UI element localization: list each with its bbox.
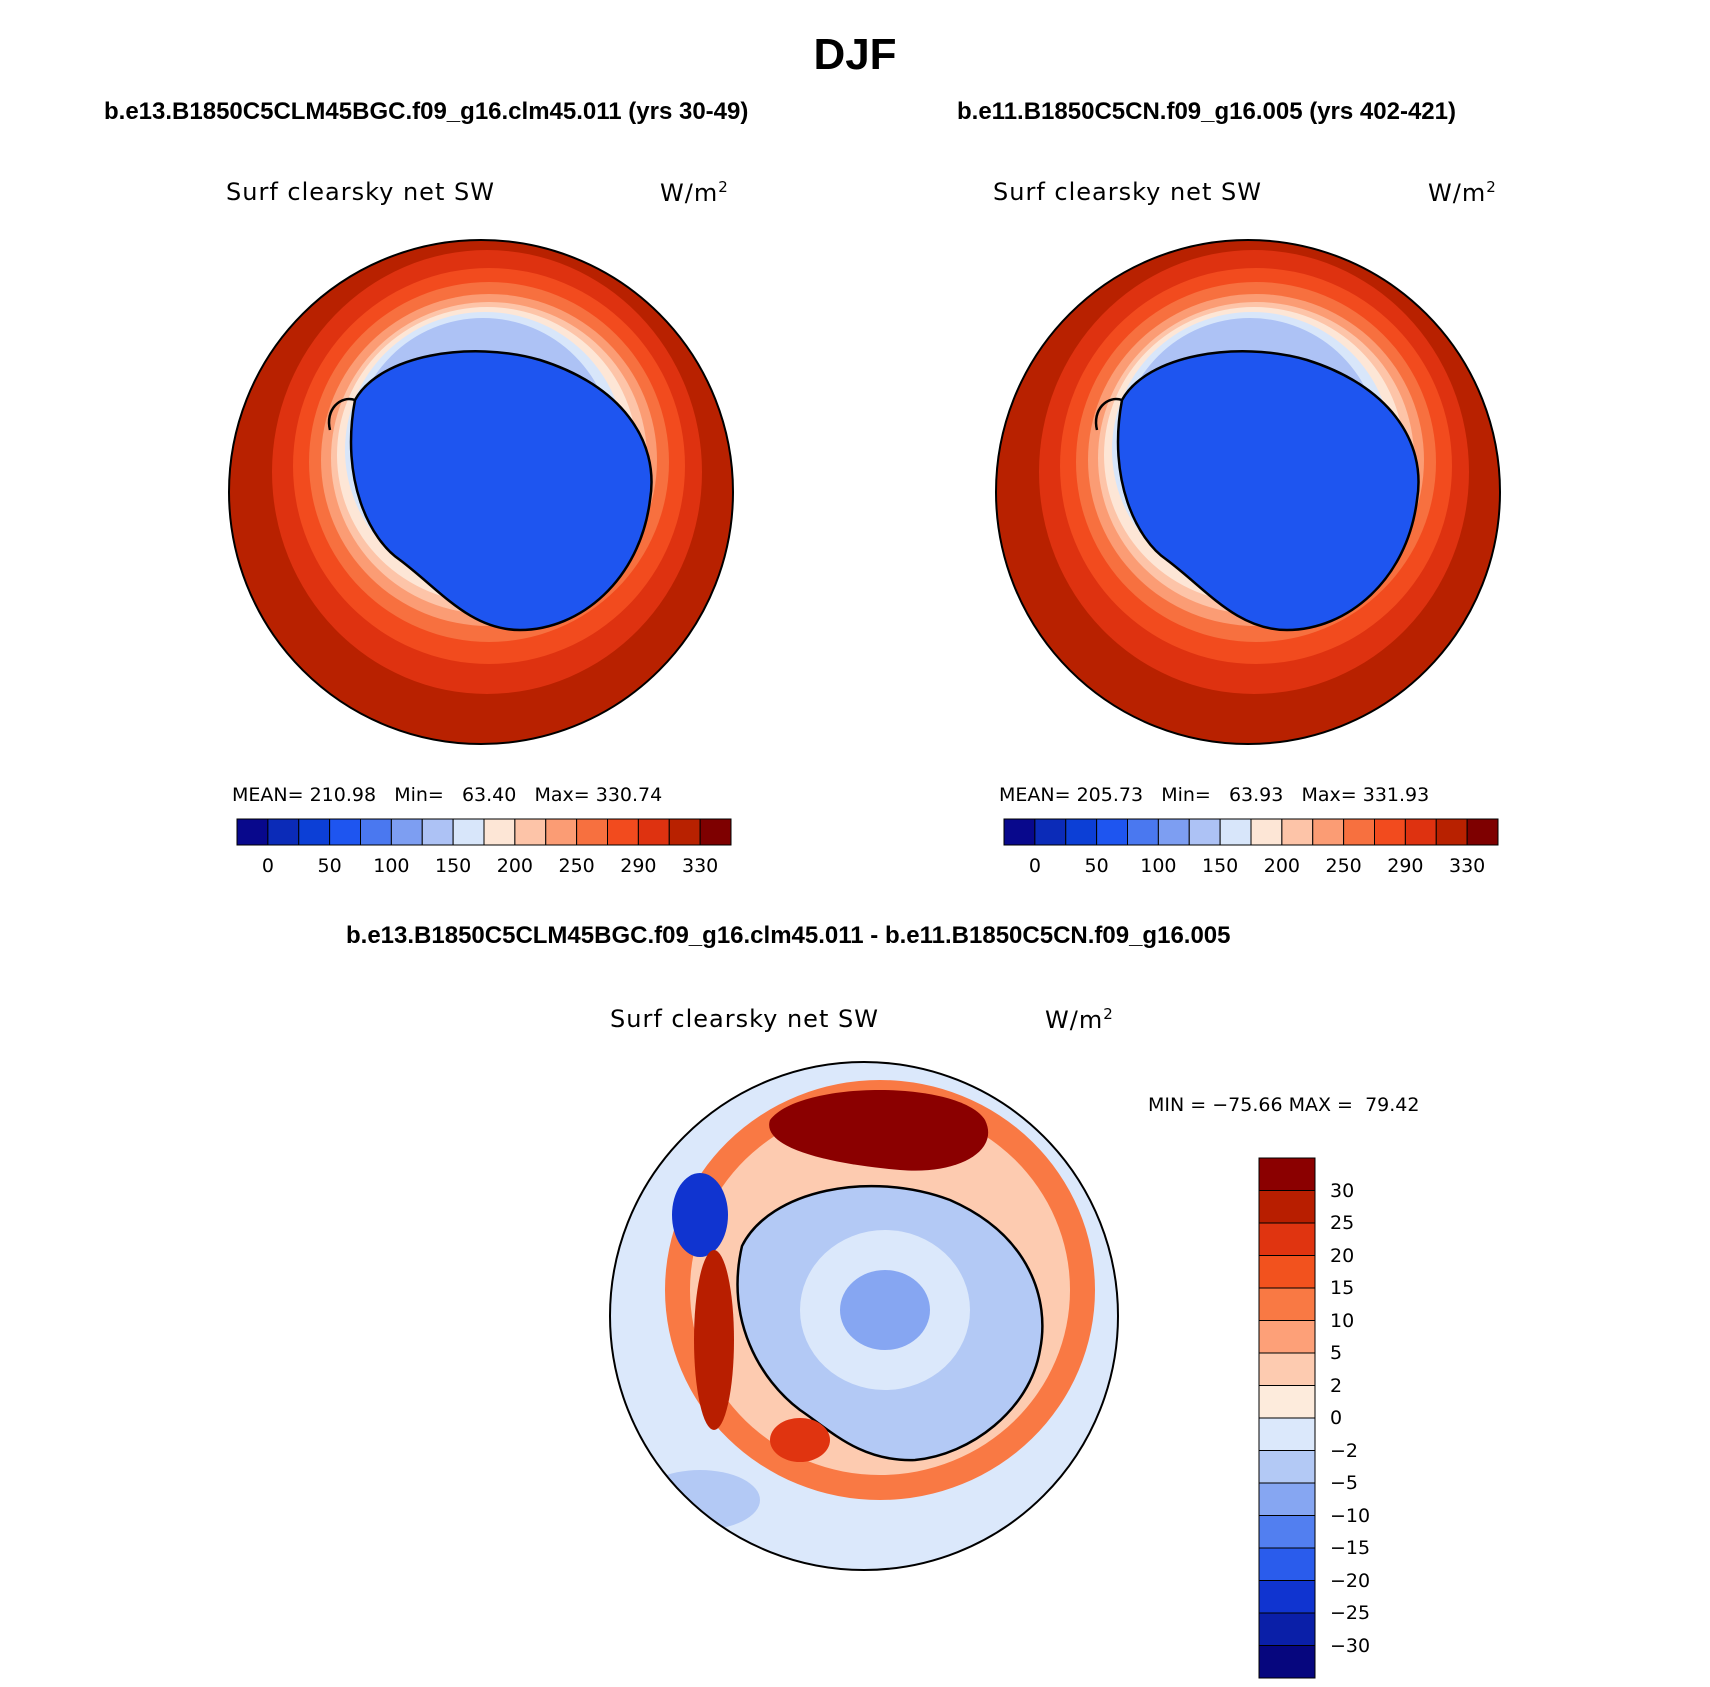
colorbar-tick-label: −30 [1330, 1634, 1371, 1657]
figure-title: DJF [813, 30, 897, 79]
case1-title: b.e13.B1850C5CLM45BGC.f09_g16.clm45.011 … [104, 98, 749, 125]
colorbar-tick-label: 0 [1028, 855, 1041, 877]
colorbar-swatch [1127, 818, 1159, 846]
colorbar-swatch [1374, 818, 1406, 846]
colorbar-tick-label: −20 [1330, 1569, 1371, 1592]
variable-label: Surf clearsky net SW [993, 178, 1262, 206]
colorbar-tick-label: 330 [1448, 855, 1486, 877]
colorbar-swatch [1258, 1482, 1316, 1516]
colorbar-tick-label: 200 [1263, 855, 1301, 877]
colorbar-swatch [236, 818, 269, 846]
colorbar-swatch [1258, 1547, 1316, 1581]
colorbar-case1 [236, 818, 732, 846]
colorbar-tick-label: −10 [1330, 1504, 1371, 1527]
colorbar-swatch [607, 818, 639, 846]
colorbar-swatch [1435, 818, 1468, 846]
colorbar-tick-label: 2 [1330, 1374, 1343, 1397]
colorbar-tick-label: 20 [1330, 1244, 1355, 1267]
colorbar-tick-label: 290 [620, 855, 657, 877]
colorbar-swatch [514, 818, 547, 846]
polar-map-case2 [995, 239, 1501, 745]
colorbar-swatch [1258, 1320, 1316, 1354]
colorbar-swatch [699, 818, 732, 846]
variable-label: Surf clearsky net SW [226, 178, 495, 206]
colorbar-swatch [1258, 1580, 1316, 1614]
colorbar-tick-label: 290 [1387, 855, 1424, 877]
colorbar-tick-label: 200 [496, 855, 534, 877]
colorbar-diff [1258, 1157, 1316, 1679]
colorbar-swatch [1065, 818, 1098, 846]
colorbar-swatch [1258, 1515, 1316, 1549]
colorbar-swatch [1258, 1190, 1316, 1224]
colorbar-swatch [545, 818, 578, 846]
colorbar-swatch [1258, 1255, 1316, 1289]
colorbar-tick-label: 0 [1330, 1407, 1343, 1429]
colorbar-swatch [1466, 818, 1499, 846]
colorbar-swatch [390, 818, 423, 846]
units-label: W/m2 [1428, 178, 1497, 207]
colorbar-swatch [1157, 818, 1190, 846]
colorbar-tick-label: 250 [1325, 855, 1362, 877]
stats-line: MIN = −75.66 MAX = 79.42 [1148, 1094, 1420, 1116]
colorbar-swatch [1258, 1645, 1316, 1679]
polar-map-diff [609, 1061, 1119, 1571]
colorbar-swatch [1258, 1157, 1316, 1191]
colorbar-tick-label: 150 [434, 855, 472, 877]
case2-title: b.e11.B1850C5CN.f09_g16.005 (yrs 402-421… [957, 98, 1456, 125]
colorbar-swatch [483, 818, 516, 846]
colorbar-tick-label: 30 [1330, 1179, 1355, 1202]
colorbar-tick-label: 50 [317, 855, 342, 877]
colorbar-tick-label: 330 [681, 855, 719, 877]
colorbar-swatch [1258, 1612, 1316, 1646]
colorbar-swatch [637, 818, 670, 846]
colorbar-ticks-case1: 0 50 100 150 200 250 290 330 [236, 855, 736, 879]
colorbar-tick-label: 0 [261, 855, 274, 877]
colorbar-ticks-case2: 0 50 100 150 200 250 290 330 [1003, 855, 1503, 879]
colorbar-tick-label: −2 [1330, 1439, 1359, 1462]
colorbar-tick-label: 250 [558, 855, 595, 877]
colorbar-swatch [298, 818, 331, 846]
colorbar-tick-label: −15 [1330, 1537, 1371, 1559]
colorbar-swatch [1258, 1287, 1316, 1321]
colorbar-tick-label: −25 [1330, 1602, 1371, 1624]
colorbar-swatch [576, 818, 608, 846]
colorbar-swatch [1258, 1417, 1316, 1451]
colorbar-tick-label: 100 [373, 855, 410, 877]
colorbar-tick-label: 100 [1140, 855, 1177, 877]
diff-title: b.e13.B1850C5CLM45BGC.f09_g16.clm45.011 … [346, 922, 1231, 949]
units-label: W/m2 [660, 178, 729, 207]
colorbar-tick-label: 50 [1084, 855, 1109, 877]
colorbar-swatch [360, 818, 392, 846]
colorbar-tick-label: 15 [1330, 1277, 1355, 1299]
colorbar-swatch [1096, 818, 1128, 846]
stats-line: MEAN= 205.73 Min= 63.93 Max= 331.93 [999, 784, 1430, 806]
colorbar-tick-label: 5 [1330, 1342, 1343, 1364]
polar-map-case1 [228, 239, 734, 745]
colorbar-swatch [1281, 818, 1314, 846]
stats-line: MEAN= 210.98 Min= 63.40 Max= 330.74 [232, 784, 663, 806]
colorbar-swatch [1034, 818, 1067, 846]
colorbar-tick-label: 25 [1330, 1212, 1355, 1234]
colorbar-swatch [1258, 1352, 1316, 1386]
colorbar-swatch [1219, 818, 1252, 846]
colorbar-swatch [1258, 1385, 1316, 1419]
colorbar-tick-label: 10 [1330, 1309, 1355, 1332]
variable-label: Surf clearsky net SW [610, 1005, 879, 1033]
colorbar-swatch [1343, 818, 1375, 846]
colorbar-tick-label: −5 [1330, 1472, 1359, 1494]
colorbar-swatch [1258, 1222, 1316, 1256]
colorbar-case2 [1003, 818, 1499, 846]
colorbar-swatch [452, 818, 485, 846]
units-label: W/m2 [1045, 1005, 1114, 1034]
colorbar-swatch [1258, 1450, 1316, 1484]
colorbar-tick-label: 150 [1201, 855, 1239, 877]
colorbar-ticks-diff: 30 25 20 15 10 5 2 0 −2 −5 −10 −15 −20 −25 −30 [1330, 1157, 1410, 1687]
